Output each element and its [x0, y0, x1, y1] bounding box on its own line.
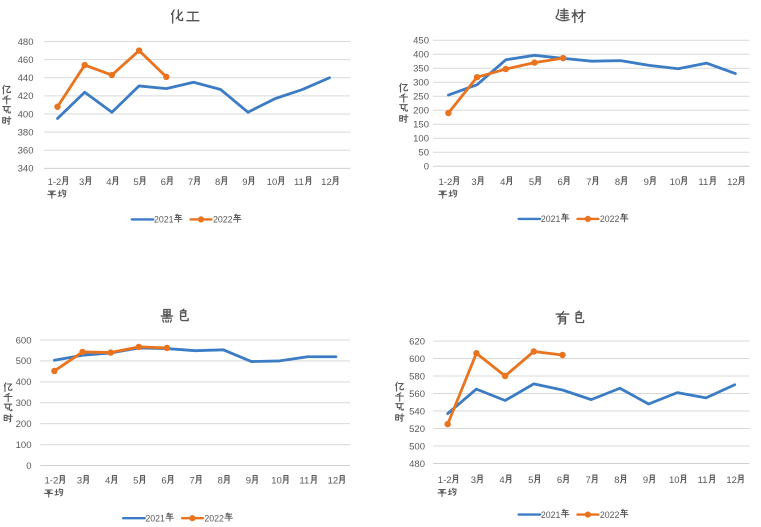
svg-text:400: 400: [413, 50, 429, 61]
svg-text:600: 600: [16, 335, 32, 346]
svg-text:1-2: 1-2: [438, 475, 452, 486]
svg-text:100: 100: [413, 134, 429, 145]
svg-text:6: 6: [558, 177, 563, 188]
svg-text:5: 5: [529, 177, 534, 188]
svg-text:4: 4: [500, 177, 505, 188]
svg-text:480: 480: [409, 459, 425, 470]
svg-text:3: 3: [471, 475, 476, 486]
svg-text:7: 7: [586, 475, 591, 486]
svg-text:540: 540: [409, 406, 425, 417]
svg-text:420: 420: [18, 91, 34, 102]
svg-text:6: 6: [161, 177, 166, 188]
svg-text:1-2: 1-2: [439, 177, 453, 188]
svg-text:11: 11: [698, 475, 708, 486]
svg-text:12: 12: [328, 476, 339, 487]
svg-text:500: 500: [16, 356, 32, 367]
svg-text:1-2: 1-2: [45, 476, 59, 487]
svg-text:11: 11: [698, 177, 708, 188]
svg-text:100: 100: [16, 440, 32, 451]
svg-text:3: 3: [471, 177, 476, 188]
svg-text:400: 400: [16, 377, 32, 388]
svg-text:10: 10: [670, 177, 681, 188]
svg-text:2022: 2022: [600, 214, 620, 224]
svg-text:10: 10: [669, 475, 680, 486]
svg-text:12: 12: [727, 177, 738, 188]
svg-text:480: 480: [18, 37, 34, 48]
svg-text:10: 10: [271, 476, 282, 487]
svg-text:380: 380: [18, 127, 34, 138]
svg-text:360: 360: [18, 146, 34, 157]
svg-text:440: 440: [18, 73, 34, 84]
svg-text:12: 12: [726, 475, 737, 486]
svg-text:9: 9: [246, 476, 251, 487]
svg-text:2021: 2021: [145, 513, 165, 523]
svg-text:2021: 2021: [541, 510, 561, 520]
svg-text:500: 500: [409, 441, 425, 452]
svg-text:520: 520: [409, 424, 425, 435]
svg-text:450: 450: [413, 36, 429, 47]
svg-text:560: 560: [409, 389, 425, 400]
svg-text:7: 7: [188, 177, 193, 188]
svg-text:5: 5: [528, 475, 533, 486]
svg-text:10: 10: [267, 177, 278, 188]
svg-text:460: 460: [18, 55, 34, 66]
svg-text:3: 3: [79, 177, 84, 188]
svg-text:2022: 2022: [213, 215, 233, 225]
svg-text:12: 12: [321, 177, 332, 188]
svg-text:3: 3: [77, 476, 82, 487]
svg-text:2021: 2021: [154, 215, 174, 225]
svg-text:340: 340: [18, 164, 34, 175]
svg-text:200: 200: [16, 419, 32, 430]
svg-text:0: 0: [26, 461, 31, 472]
svg-text:50: 50: [418, 148, 429, 159]
svg-text:6: 6: [161, 476, 166, 487]
svg-text:9: 9: [644, 177, 649, 188]
svg-text:400: 400: [18, 109, 34, 120]
svg-text:2022: 2022: [600, 510, 620, 520]
svg-text:6: 6: [557, 475, 562, 486]
svg-text:11: 11: [294, 177, 304, 188]
svg-text:580: 580: [409, 371, 425, 382]
svg-text:7: 7: [586, 177, 591, 188]
svg-text:2021: 2021: [541, 214, 561, 224]
svg-text:2022: 2022: [204, 513, 224, 523]
svg-text:0: 0: [424, 162, 429, 173]
svg-text:1-2: 1-2: [48, 177, 62, 188]
svg-text:600: 600: [409, 354, 425, 365]
svg-text:4: 4: [105, 476, 110, 487]
svg-text:8: 8: [218, 476, 223, 487]
svg-text:5: 5: [133, 177, 138, 188]
svg-text:8: 8: [615, 177, 620, 188]
svg-text:5: 5: [133, 476, 138, 487]
svg-text:4: 4: [499, 475, 504, 486]
svg-text:9: 9: [643, 475, 648, 486]
svg-text:200: 200: [413, 106, 429, 117]
svg-text:620: 620: [409, 336, 425, 347]
svg-text:9: 9: [242, 177, 247, 188]
svg-text:300: 300: [16, 398, 32, 409]
svg-text:8: 8: [215, 177, 220, 188]
svg-text:4: 4: [106, 177, 111, 188]
svg-text:250: 250: [413, 92, 429, 103]
svg-text:300: 300: [413, 78, 429, 89]
svg-text:350: 350: [413, 64, 429, 75]
svg-text:8: 8: [614, 475, 619, 486]
svg-text:7: 7: [189, 476, 194, 487]
svg-text:11: 11: [299, 476, 309, 487]
svg-text:150: 150: [413, 120, 429, 131]
